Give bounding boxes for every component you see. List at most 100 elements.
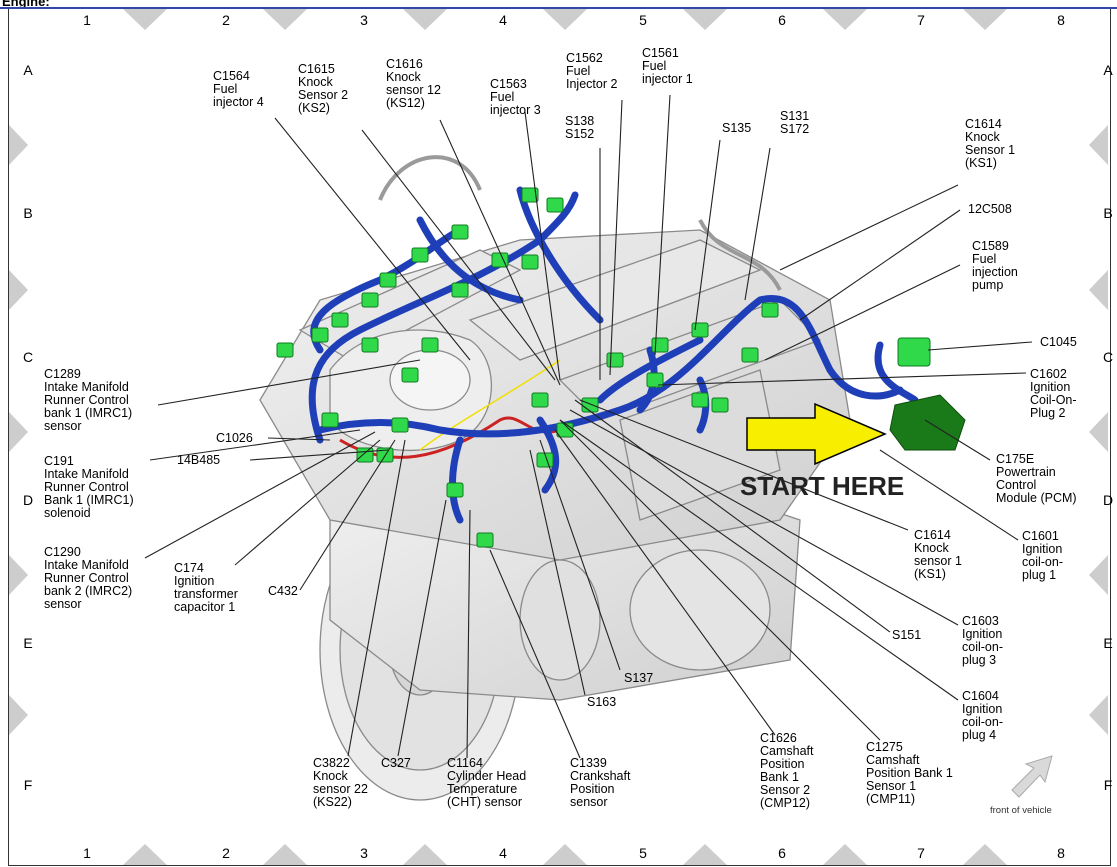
leader-c1561 bbox=[654, 94, 671, 356]
frame-chevron-top bbox=[823, 9, 867, 30]
frame-chevron-bottom bbox=[963, 844, 1007, 865]
leader-c1289 bbox=[157, 359, 421, 406]
callout-s135: S135 bbox=[722, 121, 751, 135]
callout-line: Sensor 2 bbox=[298, 88, 348, 102]
callout-line: C1564 bbox=[213, 69, 250, 83]
leader-c1614b bbox=[579, 399, 909, 531]
callout-line: sensor bbox=[570, 795, 608, 809]
leader-c1604 bbox=[559, 419, 959, 701]
callout-line: C1339 bbox=[570, 756, 607, 770]
grid-col-label-bottom: 2 bbox=[222, 845, 230, 861]
pcm-module bbox=[889, 337, 966, 451]
leader-c12c508 bbox=[799, 209, 961, 321]
diagram-frame bbox=[8, 9, 1111, 866]
leader-lines bbox=[144, 94, 1033, 759]
callout-line: (CHT) sensor bbox=[447, 795, 522, 809]
front-of-vehicle-indicator: front of vehicle bbox=[990, 755, 1053, 816]
callout-line: Module (PCM) bbox=[996, 491, 1077, 505]
callout-line: sensor 12 bbox=[386, 83, 441, 97]
callout-line: S131 bbox=[780, 109, 809, 123]
callout-c1045: C1045 bbox=[1040, 335, 1077, 349]
callout-line: coil-on- bbox=[962, 640, 1003, 654]
callout-c1562: C1562 Fuel Injector 2 bbox=[566, 51, 617, 91]
callout-line: Ignition bbox=[962, 627, 1002, 641]
callout-c1604: C1604 Ignition coil-on-plug 4 bbox=[962, 689, 1003, 742]
callout-line: (KS12) bbox=[386, 96, 425, 110]
grid-row-label-right: F bbox=[1104, 777, 1113, 793]
callout-line: Powertrain bbox=[996, 465, 1056, 479]
callout-line: bank 2 (IMRC2) bbox=[44, 584, 132, 598]
callout-c191: C191 Intake Manifold Runner Control Bank 1 … bbox=[44, 454, 134, 520]
callout-c14b485: 14B485 bbox=[177, 453, 220, 467]
grid-col-label-bottom: 7 bbox=[917, 845, 925, 861]
connector-shape bbox=[581, 397, 599, 413]
callout-s138: S138 S152 bbox=[565, 114, 594, 141]
callout-line: sensor 1 bbox=[914, 554, 962, 568]
leader-c1564 bbox=[274, 117, 471, 361]
callout-line: Bank 1 bbox=[760, 770, 799, 784]
connector-shape bbox=[646, 372, 664, 388]
grid-row-label-right: B bbox=[1103, 205, 1112, 221]
callout-c1589: C1589 Fuel injection pump bbox=[972, 239, 1018, 292]
connector-shape bbox=[606, 352, 624, 368]
callout-line: Position bbox=[760, 757, 805, 771]
callout-line: injector 1 bbox=[642, 72, 693, 86]
frame-chevron-bottom bbox=[543, 844, 587, 865]
callout-line: S172 bbox=[780, 122, 809, 136]
leader-c174 bbox=[234, 439, 381, 566]
callout-line: (KS1) bbox=[965, 156, 997, 170]
leader-c327 bbox=[397, 499, 447, 757]
grid-col-label-bottom: 8 bbox=[1057, 845, 1065, 861]
callout-c1275: C1275 Camshaft Position Bank 1 Sensor 1 (CMP… bbox=[866, 740, 953, 806]
callout-line: S163 bbox=[587, 695, 616, 709]
frame-chevron-bottom bbox=[263, 844, 307, 865]
callout-line: C327 bbox=[381, 756, 411, 770]
leader-c1275 bbox=[559, 419, 881, 741]
leader-c1164 bbox=[466, 509, 471, 759]
callout-c432: C432 bbox=[268, 584, 298, 598]
callout-line: Intake Manifold bbox=[44, 467, 129, 481]
callout-c174: C174 Ignition transformer capacitor 1 bbox=[174, 561, 238, 614]
callout-line: Ignition bbox=[1030, 380, 1070, 394]
leader-c1290 bbox=[144, 431, 376, 559]
grid-row-label-left: C bbox=[23, 349, 33, 365]
callout-c1563: C1563 Fuel injector 3 bbox=[490, 77, 541, 117]
connector-shape bbox=[546, 197, 564, 213]
connector-shape bbox=[691, 322, 709, 338]
frame-chevron-top bbox=[263, 9, 307, 30]
frame-chevron-left bbox=[9, 412, 28, 452]
start-here-annotation: START HERE bbox=[740, 402, 904, 501]
callout-c1564: C1564 Fuel injector 4 bbox=[213, 69, 264, 109]
callout-line: Camshaft bbox=[866, 753, 920, 767]
connector-shape bbox=[531, 392, 549, 408]
header-title: Engine: bbox=[2, 0, 50, 9]
callout-line: C1614 bbox=[965, 117, 1002, 131]
connector-shape bbox=[711, 397, 729, 413]
callout-line: C174 bbox=[174, 561, 204, 575]
callout-line: solenoid bbox=[44, 506, 91, 520]
grid-col-label-bottom: 4 bbox=[499, 845, 507, 861]
callout-line: Cylinder Head bbox=[447, 769, 526, 783]
grid-row-label-left: E bbox=[23, 635, 32, 651]
callout-line: C1290 bbox=[44, 545, 81, 559]
callout-s163: S163 bbox=[587, 695, 616, 709]
callout-line: S137 bbox=[624, 671, 653, 685]
grid-row-label-right: E bbox=[1103, 635, 1112, 651]
callout-c1614a: C1614 Knock Sensor 1 (KS1) bbox=[965, 117, 1015, 170]
callout-c1026: C1026 bbox=[216, 431, 253, 445]
callout-line: sensor 22 bbox=[313, 782, 368, 796]
frame-chevron-top bbox=[123, 9, 167, 30]
grid-col-label-bottom: 5 bbox=[639, 845, 647, 861]
callout-line: plug 3 bbox=[962, 653, 996, 667]
frame-chevrons bbox=[9, 9, 1108, 865]
grid-col-label-top: 1 bbox=[83, 12, 91, 28]
grid-labels: 1 1 2 2 3 3 4 4 5 5 6 6 7 7 8 8 A A B B C C D D E E F F bbox=[23, 12, 1113, 861]
front-of-vehicle-label: front of vehicle bbox=[990, 805, 1052, 816]
callout-line: Temperature bbox=[447, 782, 517, 796]
frame-chevron-top bbox=[683, 9, 727, 30]
leader-c14b485 bbox=[249, 449, 389, 461]
connector-shape bbox=[276, 342, 294, 358]
connector-shape bbox=[521, 187, 539, 203]
